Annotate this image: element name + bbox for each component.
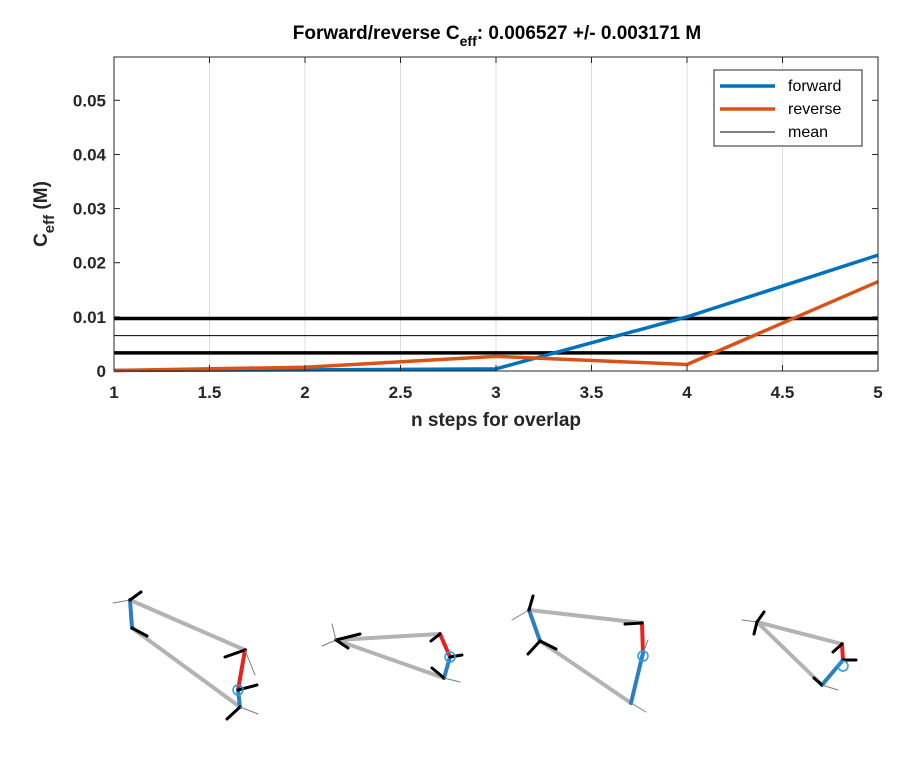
x-tick-label: 2.5	[389, 383, 413, 402]
x-tick-label: 1	[109, 383, 118, 402]
legend-label-reverse: reverse	[788, 101, 841, 118]
y-tick-label: 0.02	[73, 254, 106, 273]
reverse-series-line	[113, 280, 879, 373]
y-axis-label: Ceff (M)	[31, 181, 58, 247]
x-tick-label: 1.5	[198, 383, 222, 402]
y-tick-label: 0.04	[73, 145, 107, 164]
x-tick-label: 3.5	[580, 383, 604, 402]
legend: forward reverse mean	[713, 69, 863, 147]
x-tick-label: 3	[491, 383, 500, 402]
legend-label-mean: mean	[788, 124, 828, 141]
y-tick-label: 0.05	[73, 91, 106, 110]
x-axis-label: n steps for overlap	[411, 410, 581, 431]
x-tick-label: 5	[873, 383, 882, 402]
structure-2	[321, 623, 464, 683]
axis-ticks: 1 1.5 2 2.5 3 3.5 4 4.5 5 0 0.01 0.02 0.03 0.04 0.05	[73, 57, 883, 402]
structure-4	[741, 610, 858, 691]
y-tick-label: 0.01	[73, 308, 106, 327]
x-tick-label: 2	[300, 383, 309, 402]
y-tick-label: 0.03	[73, 200, 106, 219]
x-tick-label: 4.5	[771, 383, 795, 402]
legend-label-forward: forward	[788, 78, 841, 95]
structure-panels	[112, 590, 858, 721]
structure-3	[511, 594, 649, 713]
structure-1	[112, 590, 259, 721]
chart-title: Forward/reverse Ceff: 0.006527 +/- 0.003…	[293, 23, 701, 49]
y-tick-label: 0	[97, 362, 106, 381]
x-tick-label: 4	[682, 383, 692, 402]
